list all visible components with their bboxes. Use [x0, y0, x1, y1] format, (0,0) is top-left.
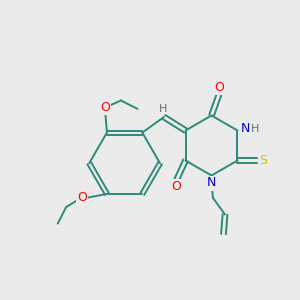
Text: O: O: [214, 81, 224, 94]
Text: H: H: [251, 124, 260, 134]
Text: H: H: [159, 103, 167, 114]
Text: O: O: [77, 191, 87, 204]
Text: S: S: [260, 154, 268, 167]
Text: N: N: [241, 122, 250, 136]
Text: O: O: [100, 101, 110, 114]
Text: O: O: [172, 180, 182, 193]
Text: N: N: [207, 176, 216, 190]
